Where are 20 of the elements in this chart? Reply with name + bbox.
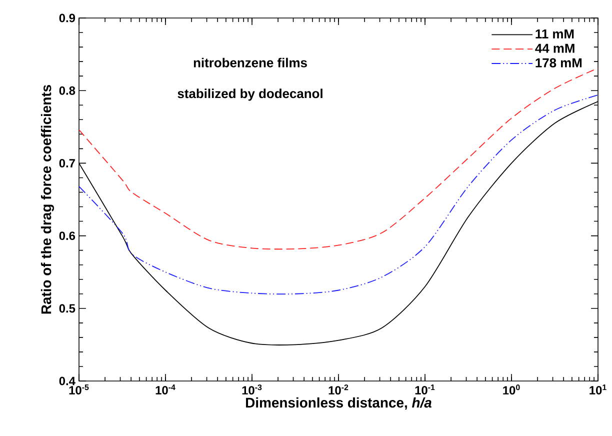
legend-label: 44 mM	[535, 44, 574, 53]
annotation: stabilized by dodecanol	[178, 88, 322, 101]
x-tick-label: 10$^{1}$	[590, 384, 606, 394]
y-tick-label: 0.9	[59, 14, 76, 22]
y-tick-label: 0.4	[59, 376, 76, 386]
y-tick-label: 0.6	[59, 232, 76, 240]
x-tick-label: 10$^{-2}$	[328, 384, 348, 395]
x-tick-label: 10$^{-3}$	[242, 384, 262, 395]
annotation: nitrobenzene films	[194, 58, 307, 68]
x-tick-label: 10$^{-4}$	[156, 384, 176, 394]
x-axis-title: Dimensionless distance, h/a	[246, 397, 432, 410]
y-tick-label: 0.7	[59, 158, 75, 168]
y-tick-label: 0.5	[59, 304, 76, 313]
y-axis-title: Ratio of the drag force coefficients	[40, 84, 54, 314]
legend-label: 11 mM	[536, 29, 574, 38]
x-tick-label: 10$^{0}$	[503, 384, 520, 395]
y-tick-label: 0.8	[59, 86, 76, 95]
legend-label: 178 mM	[536, 58, 582, 68]
x-tick-label: 10$^{-5}$	[69, 384, 89, 394]
x-tick-label: 10$^{-1}$	[415, 384, 435, 394]
